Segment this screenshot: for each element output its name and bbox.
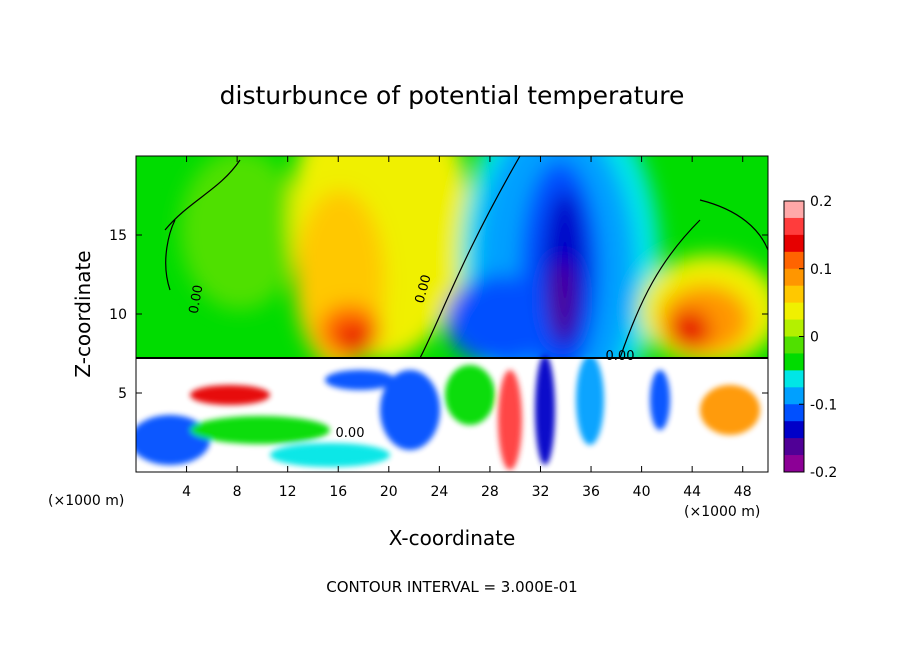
- contour-label: 0.00: [336, 426, 365, 441]
- y-tick-label: 10: [109, 307, 127, 323]
- contour-label: 0.00: [187, 284, 207, 315]
- colorbar-tick-label: 0.2: [810, 194, 832, 210]
- x-tick-label: 12: [279, 484, 297, 500]
- chart-title: disturbunce of potential temperature: [220, 81, 685, 110]
- x-unit-label: (×1000 m): [48, 493, 124, 509]
- colorbar-band: [784, 353, 804, 371]
- colorbar-band: [784, 217, 804, 236]
- y-tick-label: 5: [118, 386, 127, 402]
- x-tick-label: 40: [633, 484, 651, 500]
- x-unit-label: (×1000 m): [684, 504, 760, 520]
- footer-note: CONTOUR INTERVAL = 3.000E-01: [326, 578, 577, 596]
- colorbar-tick-label: -0.1: [810, 397, 837, 413]
- colorbar-band: [784, 421, 804, 439]
- colorbar-band: [784, 319, 804, 337]
- contour-label: 0.00: [606, 349, 635, 364]
- x-tick-label: 44: [683, 484, 701, 500]
- x-tick-label: 48: [734, 484, 752, 500]
- colorbar-band: [784, 251, 804, 270]
- y-axis-label: Z-coordinate: [71, 250, 95, 377]
- colorbar-band: [784, 285, 804, 304]
- colorbar-band: [784, 234, 804, 253]
- y-tick-label: 15: [109, 228, 127, 244]
- colorbar-band: [784, 302, 804, 321]
- colorbar-band: [784, 404, 804, 422]
- colorbar-band: [784, 268, 804, 287]
- colorbar-tick-label: 0.1: [810, 262, 832, 278]
- colorbar-band: [784, 387, 804, 405]
- colorbar-band: [784, 336, 804, 354]
- x-tick-label: 32: [532, 484, 550, 500]
- x-axis-label: X-coordinate: [389, 526, 516, 550]
- x-tick-label: 36: [582, 484, 600, 500]
- colorbar-tick-label: 0: [810, 330, 819, 346]
- x-tick-label: 8: [233, 484, 242, 500]
- x-tick-label: 24: [430, 484, 448, 500]
- x-tick-label: 20: [380, 484, 398, 500]
- colorbar-band: [784, 455, 804, 473]
- colorbar-band: [784, 438, 804, 456]
- x-tick-label: 16: [329, 484, 347, 500]
- colorbar-band: [784, 201, 804, 219]
- x-tick-label: 28: [481, 484, 499, 500]
- colorbar-tick-label: -0.2: [810, 465, 837, 481]
- field: [136, 156, 768, 472]
- contour-label: 0.00: [413, 273, 435, 305]
- colorbar-band: [784, 370, 804, 388]
- x-tick-label: 4: [182, 484, 191, 500]
